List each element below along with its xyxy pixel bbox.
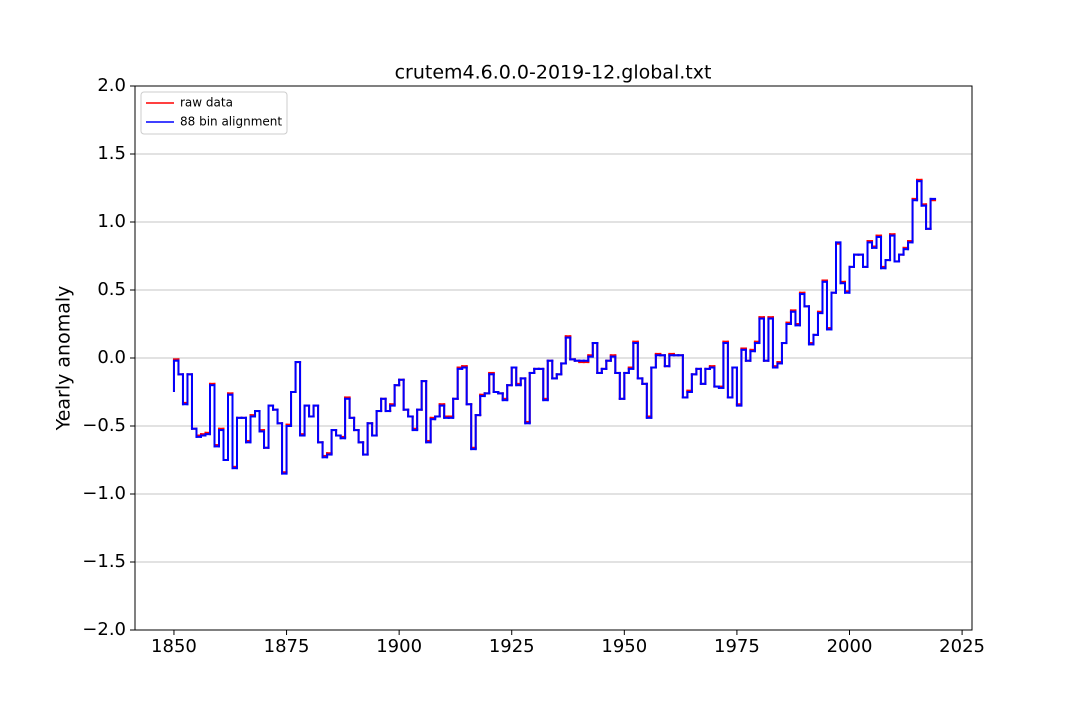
x-tick-label: 2025 <box>939 636 985 657</box>
y-tick-label: 2.0 <box>97 75 126 96</box>
x-tick-label: 1900 <box>376 636 422 657</box>
y-tick-label: −1.0 <box>82 483 126 504</box>
x-tick-label: 1975 <box>714 636 760 657</box>
x-tick-label: 1925 <box>489 636 535 657</box>
y-tick-label: −0.5 <box>82 415 126 436</box>
y-tick-label: 0.0 <box>97 347 126 368</box>
x-tick-label: 1950 <box>601 636 647 657</box>
x-tick-label: 2000 <box>827 636 873 657</box>
y-tick-label: 0.5 <box>97 279 126 300</box>
y-tick-label: 1.5 <box>97 143 126 164</box>
y-tick-label: −1.5 <box>82 551 126 572</box>
chart-title: crutem4.6.0.0-2019-12.global.txt <box>395 62 712 84</box>
series <box>172 180 937 475</box>
legend-label: 88 bin alignment <box>180 115 282 129</box>
legend: raw data 88 bin alignment <box>140 91 288 135</box>
legend-box <box>140 91 288 135</box>
y-tick-label: −2.0 <box>82 619 126 640</box>
x-tick-label: 1850 <box>151 636 197 657</box>
y-tick-label: 1.0 <box>97 211 126 232</box>
y-axis-label: Yearly anomaly <box>53 286 75 432</box>
legend-label: raw data <box>180 96 233 110</box>
data-layer <box>172 178 937 475</box>
x-tick-label: 1875 <box>264 636 310 657</box>
